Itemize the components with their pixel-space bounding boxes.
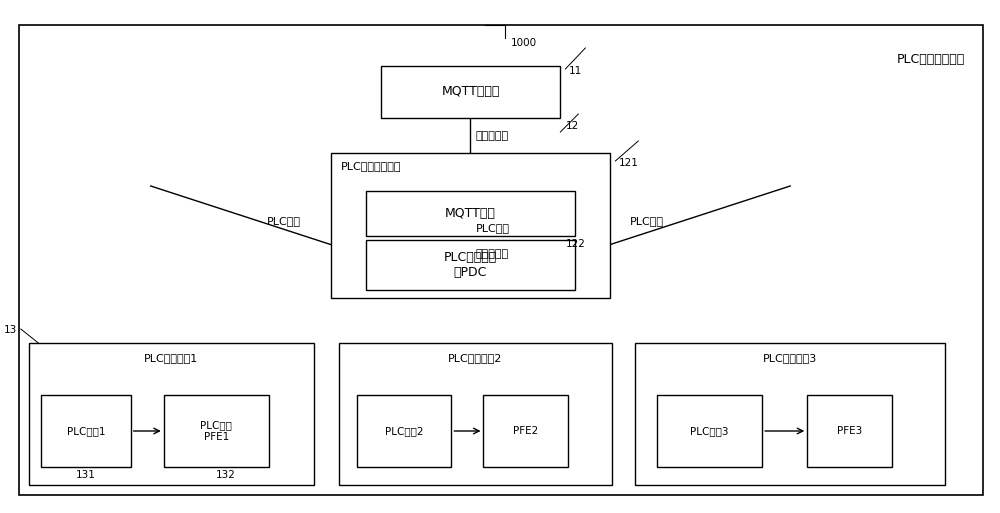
Text: 121: 121 — [618, 158, 638, 168]
Text: 131: 131 — [76, 470, 96, 480]
FancyBboxPatch shape — [366, 240, 575, 290]
FancyBboxPatch shape — [164, 395, 269, 467]
Text: PLC终端系统2: PLC终端系统2 — [448, 353, 503, 363]
FancyBboxPatch shape — [29, 343, 314, 485]
Text: 以太网协议: 以太网协议 — [475, 249, 509, 259]
Text: 1000: 1000 — [510, 38, 537, 48]
Text: 13: 13 — [4, 325, 17, 335]
FancyBboxPatch shape — [635, 343, 945, 485]
FancyBboxPatch shape — [807, 395, 892, 467]
Text: MQTT代理: MQTT代理 — [445, 207, 496, 220]
Text: PLC终端1: PLC终端1 — [67, 426, 105, 436]
Text: PLC终端系统3: PLC终端系统3 — [763, 353, 817, 363]
Text: PLC前端
PFE1: PLC前端 PFE1 — [200, 420, 232, 442]
Text: MQTT发布器: MQTT发布器 — [441, 86, 500, 98]
Text: PLC终端3: PLC终端3 — [690, 426, 729, 436]
Text: 132: 132 — [216, 470, 236, 480]
Text: PLC终端控制装置: PLC终端控制装置 — [341, 161, 401, 171]
Text: 11: 11 — [568, 66, 582, 76]
Text: PLC终端系统1: PLC终端系统1 — [144, 353, 198, 363]
FancyBboxPatch shape — [339, 343, 612, 485]
Text: PLC终端控制系统: PLC终端控制系统 — [897, 53, 965, 66]
FancyBboxPatch shape — [366, 191, 575, 236]
Text: PLC协议: PLC协议 — [630, 216, 664, 226]
Text: PLC终端2: PLC终端2 — [385, 426, 423, 436]
FancyBboxPatch shape — [483, 395, 568, 467]
Text: PFE3: PFE3 — [837, 426, 862, 436]
FancyBboxPatch shape — [19, 25, 983, 495]
FancyBboxPatch shape — [41, 395, 131, 467]
Text: 122: 122 — [565, 239, 585, 249]
FancyBboxPatch shape — [331, 153, 610, 298]
FancyBboxPatch shape — [657, 395, 762, 467]
Text: PLC协议: PLC协议 — [475, 223, 509, 233]
Text: PLC数据集中
器PDC: PLC数据集中 器PDC — [444, 251, 497, 279]
Text: 以太网协议: 以太网协议 — [475, 131, 509, 141]
Text: PLC协议: PLC协议 — [267, 216, 301, 226]
Text: 12: 12 — [565, 121, 579, 131]
Text: PFE2: PFE2 — [513, 426, 539, 436]
FancyBboxPatch shape — [357, 395, 451, 467]
FancyBboxPatch shape — [381, 66, 560, 118]
